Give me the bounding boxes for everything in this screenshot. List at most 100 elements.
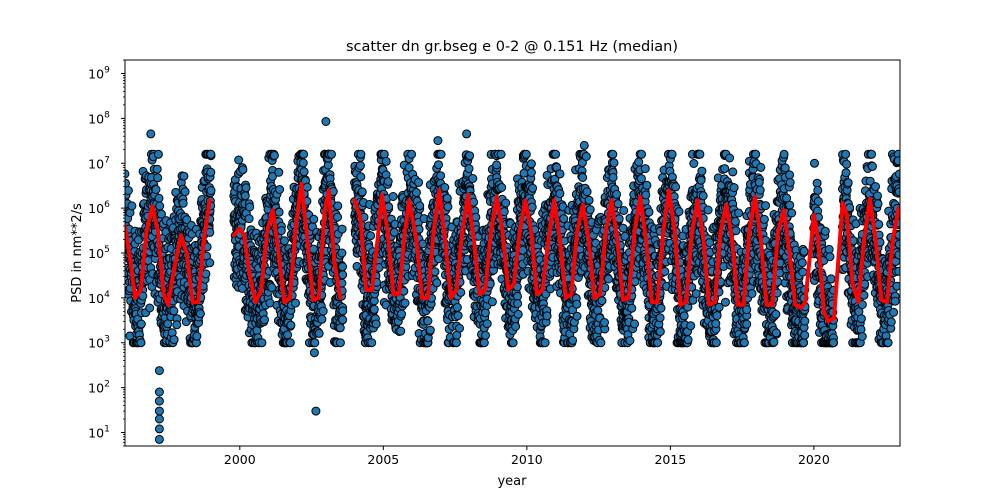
scatter-point	[234, 155, 244, 165]
scatter-point	[729, 183, 739, 193]
scatter-point	[238, 165, 248, 175]
scatter-point	[674, 207, 684, 217]
scatter-point	[432, 278, 442, 288]
scatter-point	[206, 149, 216, 159]
scatter-point	[155, 201, 165, 211]
scatter-point	[355, 161, 365, 171]
scatter-point	[686, 321, 696, 331]
scatter-point	[619, 206, 629, 215]
scatter-point	[151, 185, 161, 194]
scatter-point	[327, 149, 336, 159]
scatter-point	[407, 149, 417, 159]
scatter-point	[333, 212, 342, 222]
scatter-point	[756, 162, 766, 172]
scatter-point	[152, 164, 162, 174]
scatter-point	[383, 177, 393, 186]
scatter-point	[578, 173, 588, 182]
scatter-point	[338, 315, 348, 325]
scatter-point	[299, 167, 309, 177]
scatter-point	[178, 198, 188, 208]
scatter-point	[285, 338, 295, 348]
scatter-point	[479, 338, 489, 348]
scatter-point	[309, 244, 318, 254]
scatter-point	[609, 158, 619, 168]
scatter-point	[153, 173, 163, 183]
scatter-point	[169, 306, 179, 316]
scatter-point	[572, 299, 582, 309]
scatter-point	[501, 198, 511, 208]
scatter-point	[769, 337, 779, 347]
scatter-point	[276, 226, 286, 236]
scatter-point	[742, 305, 752, 315]
scatter-point	[613, 199, 623, 209]
scatter-point	[369, 304, 379, 314]
scatter-point	[653, 338, 663, 348]
scatter-point	[244, 214, 254, 224]
scatter-point	[608, 172, 618, 182]
scatter-point	[337, 224, 347, 234]
scatter-point	[453, 311, 463, 321]
scatter-point	[721, 297, 730, 307]
scatter-point	[582, 187, 592, 197]
scatter-point	[492, 160, 502, 170]
scatter-point	[333, 201, 343, 211]
scatter-point	[697, 166, 707, 176]
scatter-point	[337, 248, 347, 258]
scatter-point	[754, 177, 764, 187]
scatter-point	[201, 269, 211, 279]
scatter-point	[698, 191, 708, 201]
scatter-point	[335, 338, 345, 348]
scatter-point	[136, 338, 146, 348]
scatter-point	[302, 182, 312, 192]
chart-title: scatter dn gr.bseg e 0-2 @ 0.151 Hz (med…	[346, 39, 678, 55]
scatter-point	[712, 311, 722, 321]
scatter-point	[542, 311, 552, 321]
scatter-point	[310, 338, 320, 348]
scatter-point	[728, 167, 738, 177]
scatter-point	[600, 318, 609, 327]
scatter-point	[603, 274, 613, 284]
scatter-point	[260, 315, 269, 325]
scatter-point	[630, 319, 639, 329]
scatter-point	[521, 149, 531, 159]
scatter-point	[730, 216, 740, 226]
scatter-point	[291, 298, 300, 308]
scatter-point	[585, 205, 595, 215]
scatter-point	[696, 175, 706, 185]
scatter-point	[172, 320, 182, 330]
scatter-point	[644, 207, 654, 217]
scatter-point	[357, 187, 367, 197]
scatter-point	[612, 189, 622, 199]
scatter-point	[283, 330, 293, 340]
scatter-point	[154, 193, 164, 203]
scatter-point	[528, 183, 538, 193]
scatter-point	[655, 313, 665, 323]
scatter-point	[274, 167, 284, 177]
scatter-point	[317, 314, 327, 324]
scatter-point	[205, 258, 215, 268]
scatter-point	[125, 186, 133, 195]
scatter-point	[679, 311, 689, 321]
scatter-point	[513, 309, 523, 319]
scatter-point	[366, 231, 376, 241]
scatter-point	[771, 328, 781, 338]
scatter-point	[641, 190, 651, 200]
scatter-point	[637, 149, 646, 159]
scatter-point	[468, 174, 478, 183]
scatter-point	[731, 226, 741, 236]
scatter-point	[257, 338, 267, 348]
scatter-point	[338, 306, 348, 316]
scatter-point	[596, 338, 606, 348]
scatter-point	[785, 170, 795, 180]
scatter-point	[442, 193, 452, 203]
scatter-point	[779, 149, 789, 159]
scatter-point	[269, 151, 279, 160]
scatter-point	[667, 149, 677, 159]
scatter-point	[481, 330, 490, 340]
scatter-point	[742, 319, 752, 329]
scatter-point	[443, 202, 453, 212]
scatter-point	[608, 149, 618, 159]
scatter-point	[508, 338, 518, 348]
scatter-point	[572, 311, 582, 321]
